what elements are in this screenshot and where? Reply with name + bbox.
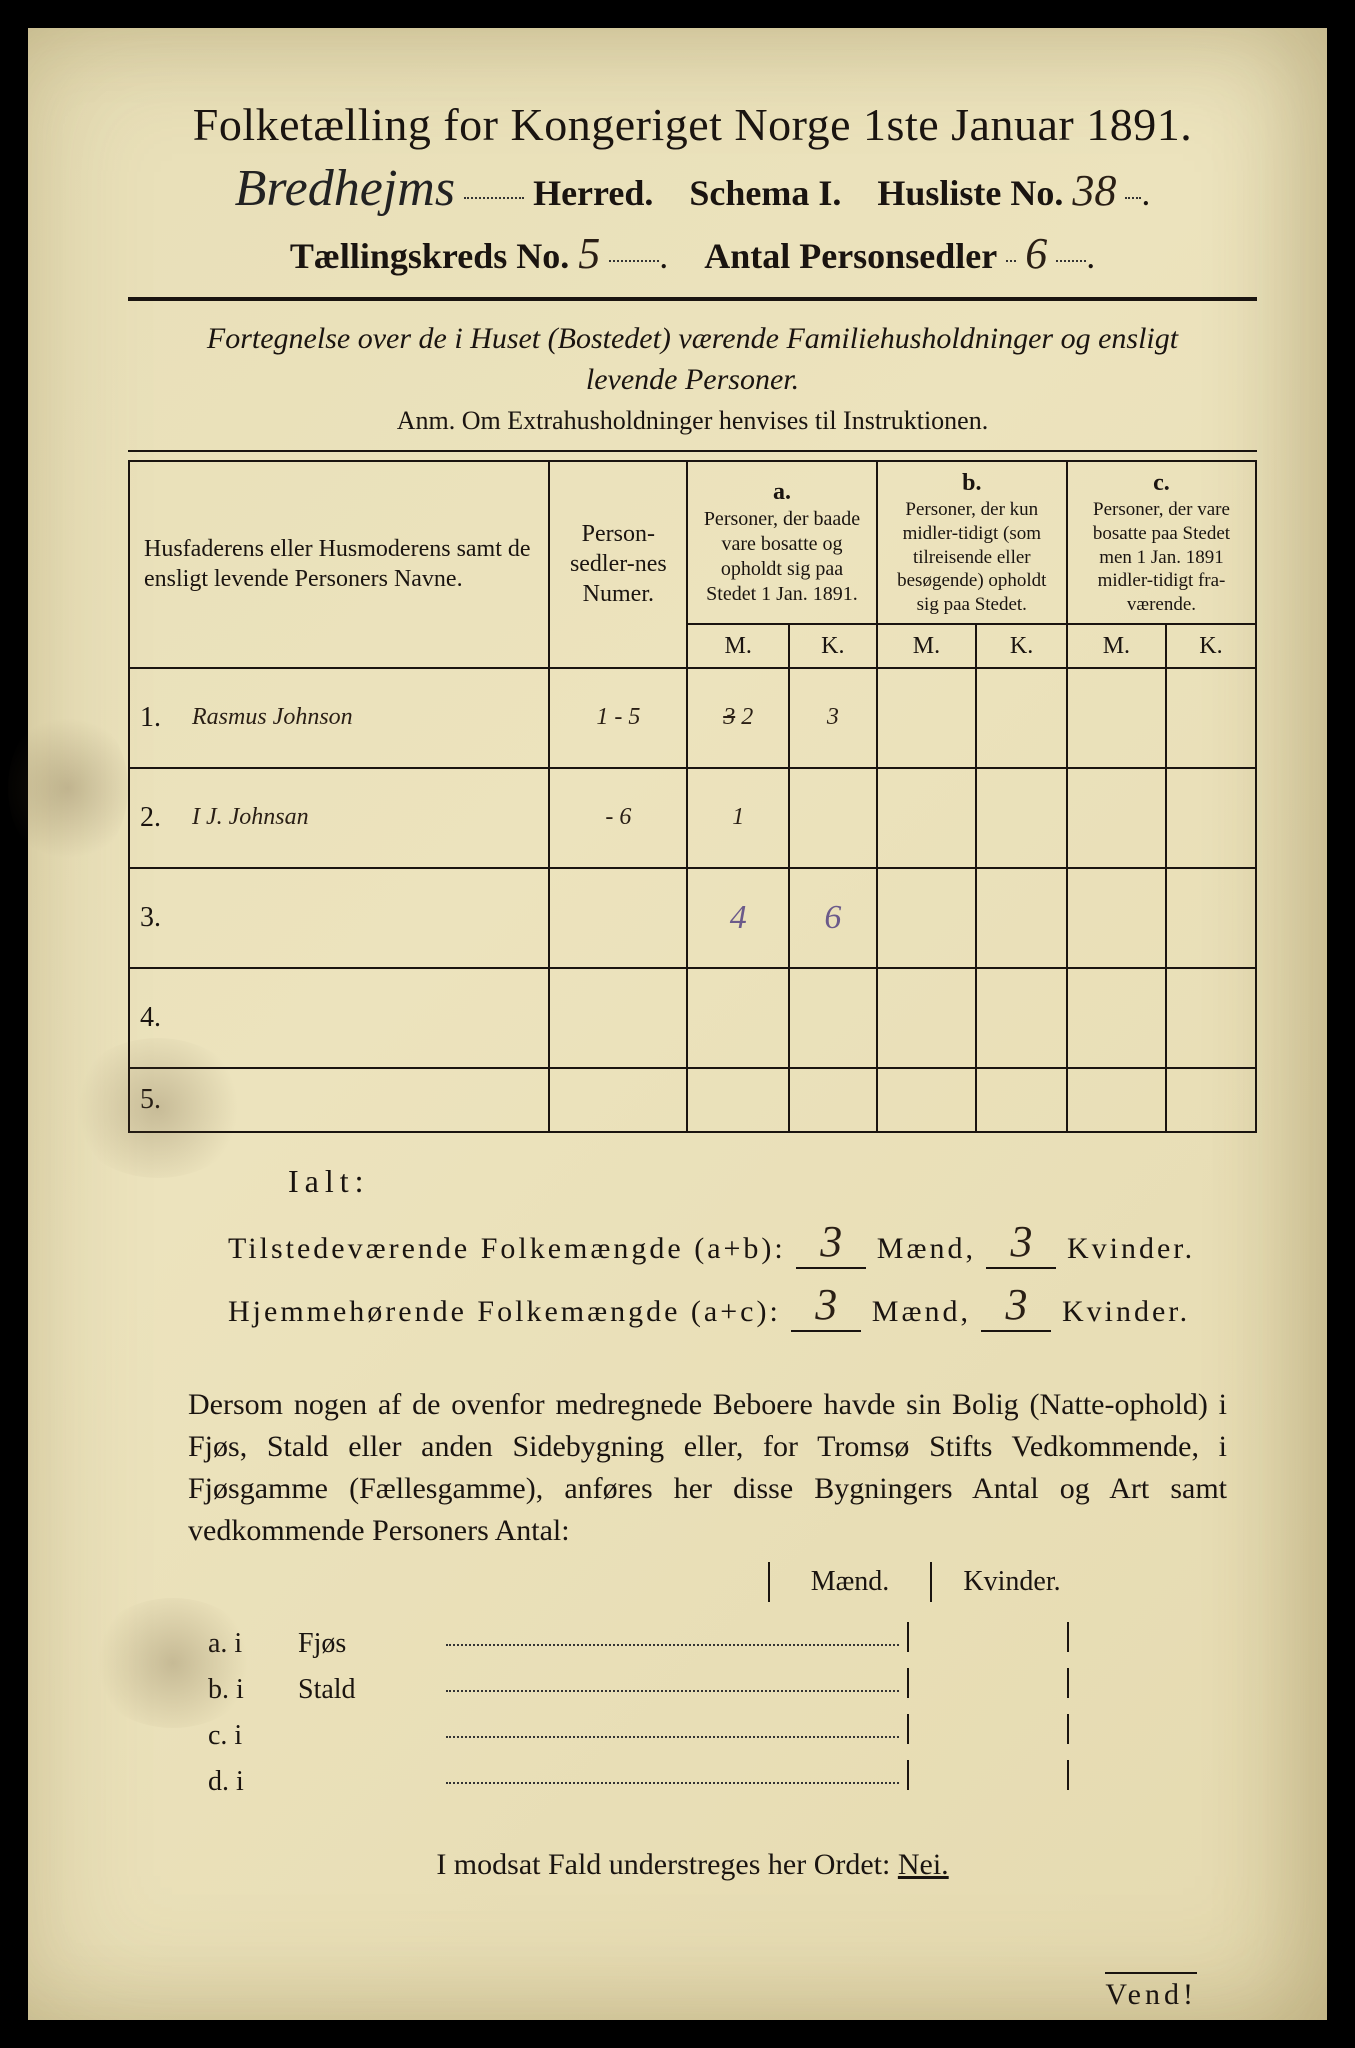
intro-text: Fortegnelse over de i Huset (Bostedet) v… (168, 319, 1217, 400)
kreds-label: Tællingskreds No. (290, 236, 569, 276)
herred-label: Herred. (533, 173, 653, 213)
a-k-cell: 3 (789, 668, 877, 768)
schema-label: Schema I. (689, 173, 841, 213)
header-line-1: Bredhejms Herred. Schema I. Husliste No.… (128, 159, 1257, 218)
header-line-2: Tællingskreds No. 5 . Antal Personsedler… (128, 228, 1257, 279)
paper-smudge (8, 708, 128, 868)
herred-value: Bredhejms (235, 159, 455, 218)
a-m-cell: 1 (687, 768, 789, 868)
table-row: 2. I J. Johnsan - 6 1 (129, 768, 1256, 868)
sedler-cell: 1 - 5 (549, 668, 687, 768)
subhead-k: K. (789, 624, 877, 668)
col-header-names: Husfaderens eller Husmoderens samt de en… (129, 461, 549, 668)
table-row: 5. (129, 1068, 1256, 1132)
table-row: 4. (129, 968, 1256, 1068)
col-header-a: a. Personer, der baade vare bosatte og o… (687, 461, 876, 624)
census-form-page: Folketælling for Kongeriget Norge 1ste J… (28, 28, 1327, 2020)
sedler-cell: - 6 (549, 768, 687, 868)
buildings-header: Mænd. Kvinder. (768, 1562, 1257, 1602)
total-resident: Hjemmehørende Folkemængde (a+c): 3 Mænd,… (228, 1281, 1257, 1334)
a-k-cell (789, 768, 877, 868)
building-row: d. i (208, 1760, 1227, 1798)
a-m-cell: 3 2 (687, 668, 789, 768)
page-title: Folketælling for Kongeriget Norge 1ste J… (128, 98, 1257, 151)
name-cell: I J. Johnsan (178, 768, 549, 868)
husliste-label: Husliste No. (877, 173, 1063, 213)
kreds-value: 5 (578, 229, 600, 278)
subhead-m: M. (877, 624, 977, 668)
husliste-value: 38 (1072, 166, 1116, 215)
nei-line: I modsat Fald understreges her Ordet: Ne… (128, 1848, 1257, 1882)
note-cell: 4 (687, 868, 789, 968)
divider (128, 450, 1257, 452)
vend-label: Vend! (1105, 1972, 1197, 2012)
col-header-b: b. Personer, der kun midler-tidigt (som … (877, 461, 1067, 624)
subhead-k: K. (1166, 624, 1256, 668)
subhead-k: K. (976, 624, 1067, 668)
antal-label: Antal Personsedler (704, 236, 997, 276)
nei-word: Nei. (898, 1848, 949, 1881)
subhead-m: M. (1067, 624, 1166, 668)
total-k: 3 (986, 1216, 1056, 1269)
total-m: 3 (796, 1216, 866, 1269)
table-row: 1. Rasmus Johnson 1 - 5 3 2 3 (129, 668, 1256, 768)
building-row: c. i (208, 1714, 1227, 1752)
note-cell: 6 (789, 868, 877, 968)
name-cell: Rasmus Johnson (178, 668, 549, 768)
building-row: a. i Fjøs (208, 1622, 1227, 1660)
subhead-m: M. (687, 624, 789, 668)
buildings-paragraph: Dersom nogen af de ovenfor medregnede Be… (188, 1384, 1227, 1552)
ialt-label: Ialt: (288, 1163, 1257, 1200)
total-present: Tilstedeværende Folkemængde (a+b): 3 Mæn… (228, 1218, 1257, 1271)
divider (128, 297, 1257, 301)
total-m: 3 (791, 1279, 861, 1332)
col-header-c: c. Personer, der vare bosatte paa Stedet… (1067, 461, 1256, 624)
building-row: b. i Stald (208, 1668, 1227, 1706)
antal-value: 6 (1025, 229, 1047, 278)
census-table: Husfaderens eller Husmoderens samt de en… (128, 460, 1257, 1133)
col-header-sedler: Person-sedler-nes Numer. (549, 461, 687, 668)
buildings-table: a. i Fjøs b. i Stald c. i d. i (208, 1622, 1227, 1798)
total-k: 3 (981, 1279, 1051, 1332)
anm-note: Anm. Om Extrahusholdninger henvises til … (128, 406, 1257, 436)
table-row: 3. 4 6 (129, 868, 1256, 968)
